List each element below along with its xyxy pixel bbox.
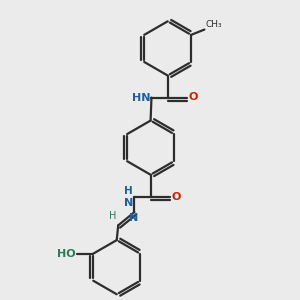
Text: O: O — [172, 191, 181, 202]
Text: N: N — [124, 198, 133, 208]
Text: N: N — [129, 213, 138, 223]
Text: H: H — [109, 211, 116, 221]
Text: HN: HN — [132, 93, 150, 103]
Text: O: O — [189, 92, 198, 102]
Text: HO: HO — [57, 249, 76, 259]
Text: CH₃: CH₃ — [206, 20, 222, 29]
Text: H: H — [124, 186, 133, 196]
